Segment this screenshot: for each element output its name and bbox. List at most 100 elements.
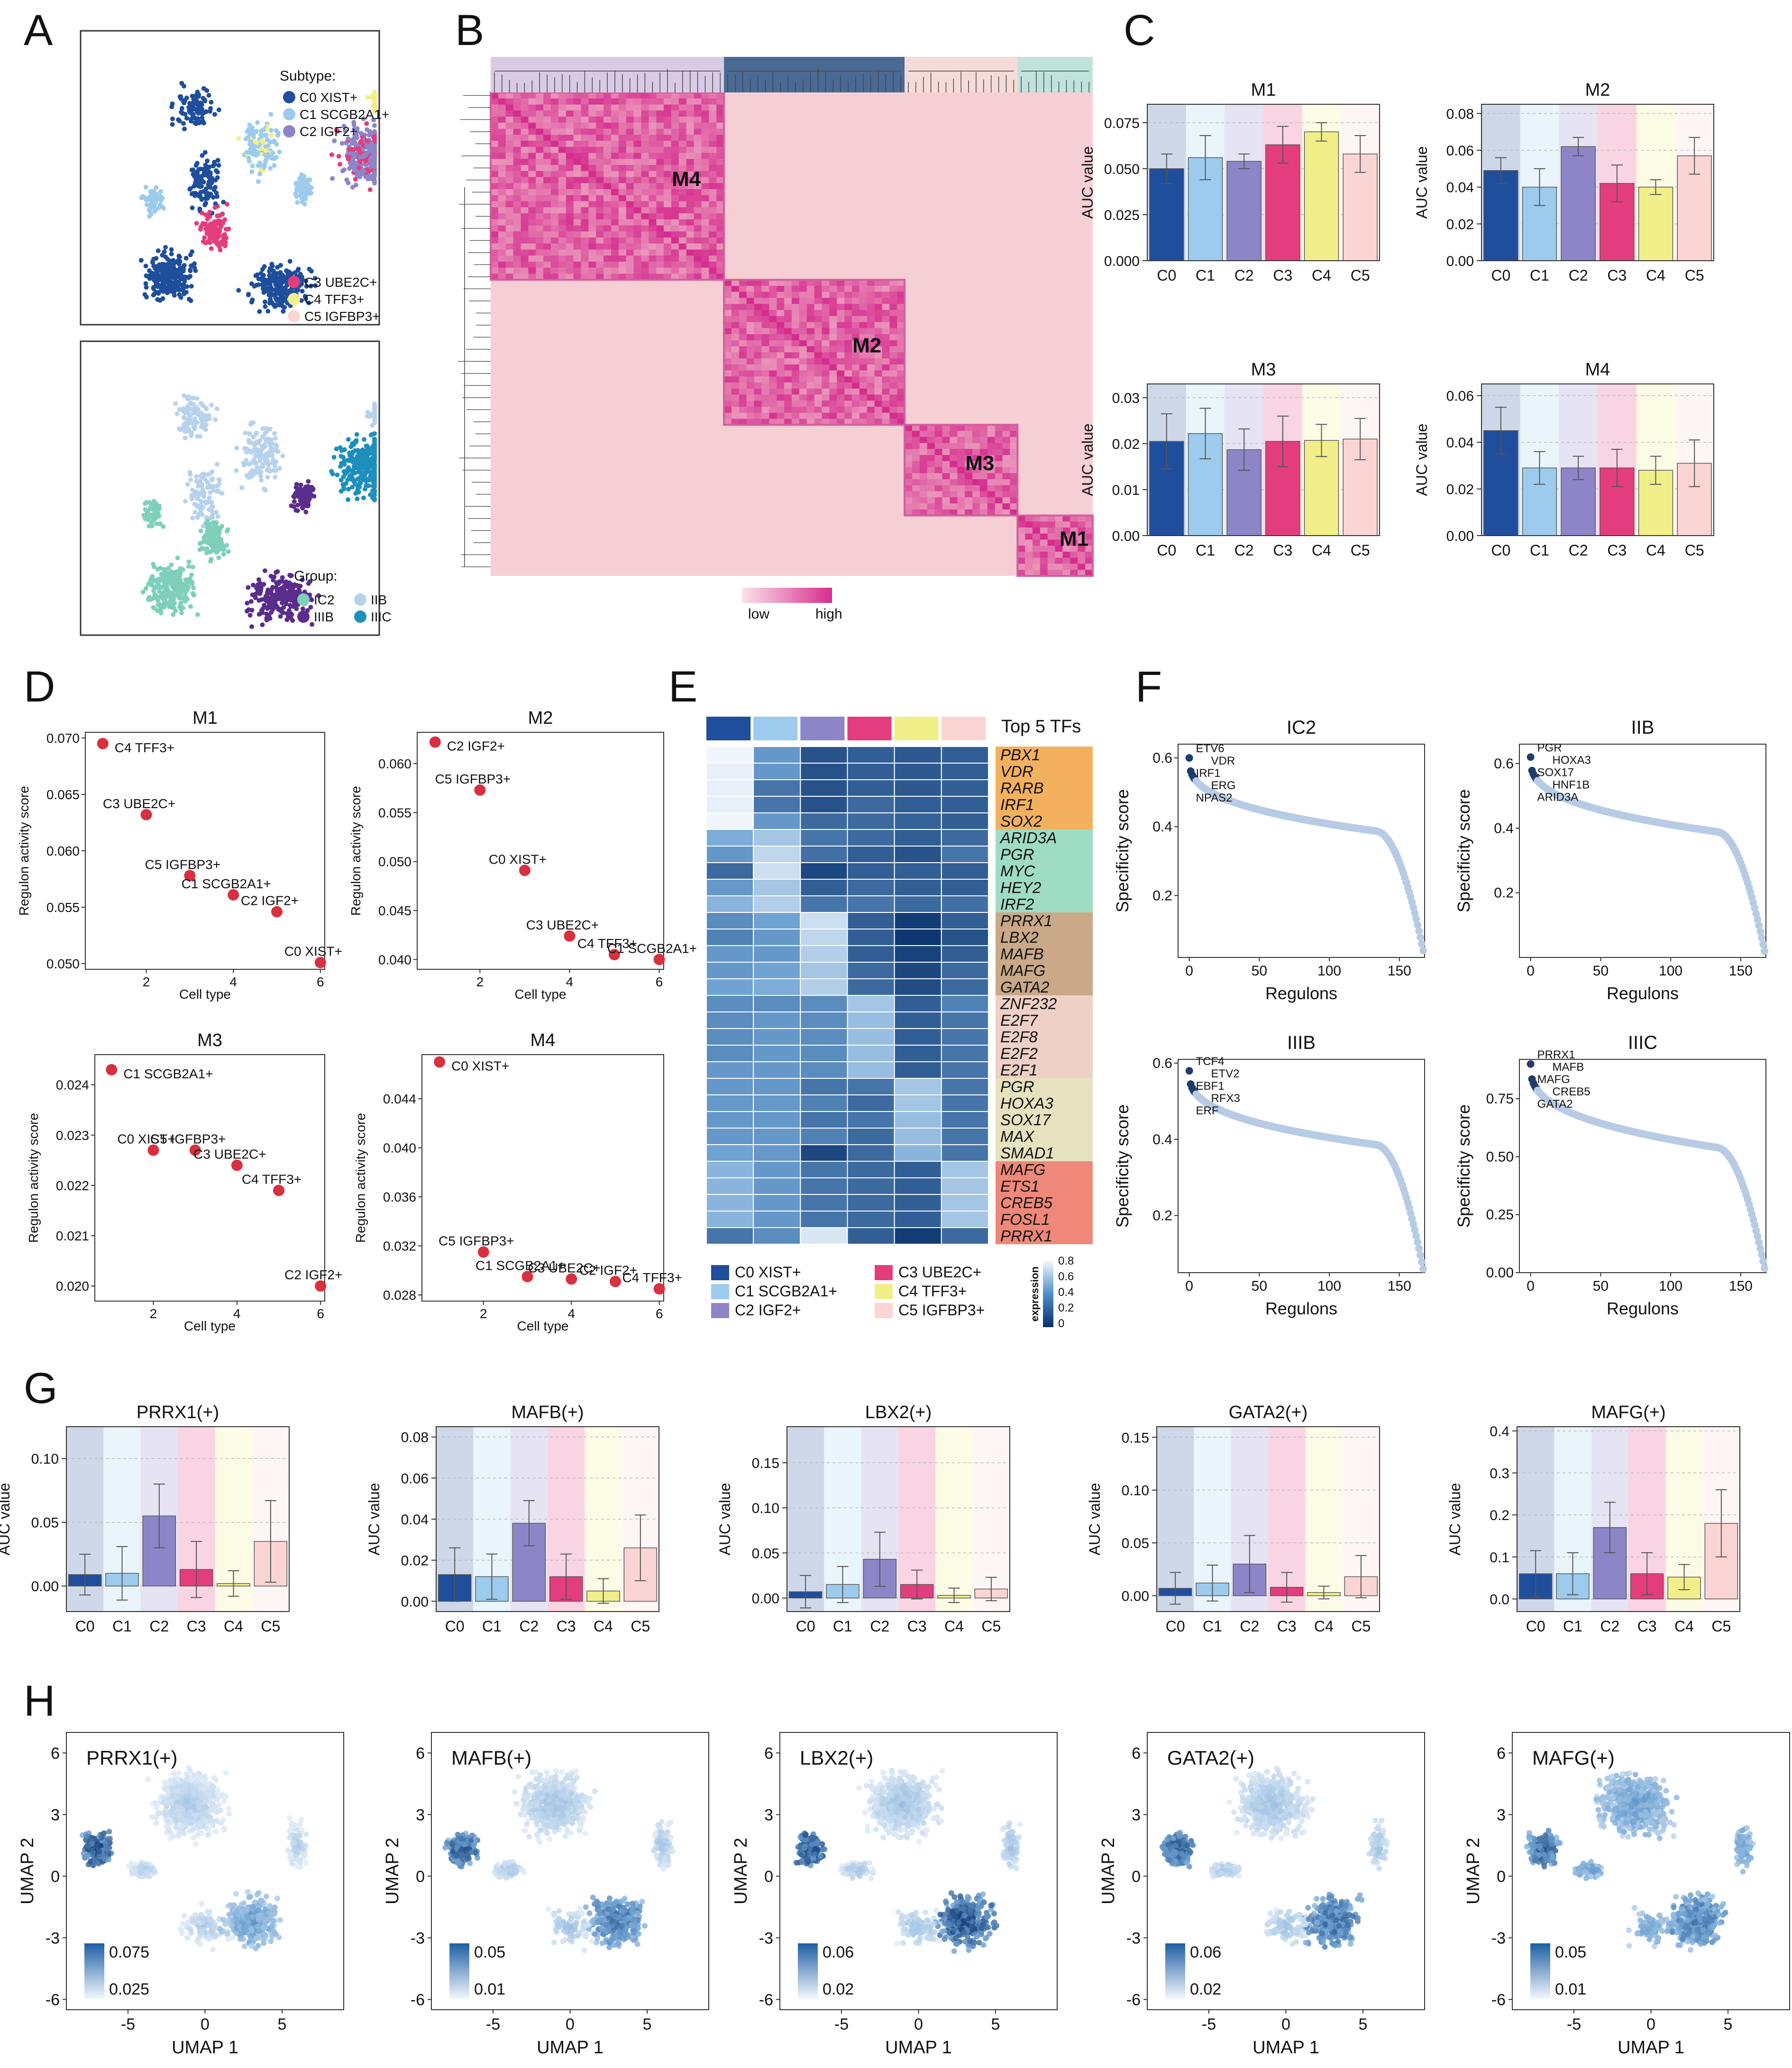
umap-cell (330, 176, 335, 181)
heatmap-cell (792, 310, 800, 317)
heatmap-cell (1002, 461, 1010, 467)
heatmap-cell (905, 479, 913, 486)
x-tick-label: C0 (1491, 267, 1510, 284)
heatmap-cell (889, 401, 897, 407)
umap-cell (249, 281, 254, 286)
heatmap-cell (912, 485, 920, 492)
legend-label: IIIB (314, 610, 334, 624)
heatmap-cell (761, 383, 769, 389)
umap-cell (195, 434, 200, 439)
heatmap-cell (761, 292, 769, 298)
heatmap-cell (731, 370, 740, 377)
heatmap-cell (957, 443, 965, 449)
heatmap-cell (678, 110, 687, 117)
heatmap-cell (769, 388, 777, 395)
heatmap-cell (754, 394, 762, 401)
heatmap-cell (822, 352, 830, 359)
heatmap-cell (521, 128, 529, 135)
umap-cell (212, 239, 217, 244)
heatmap-cell (581, 128, 589, 135)
heatmap-cell (611, 110, 619, 117)
module-label: M4 (672, 168, 701, 191)
umap-cell (263, 157, 268, 163)
heatmap-cell (874, 304, 882, 310)
heatmap-cell (603, 189, 612, 196)
heatmap-cell (701, 267, 709, 274)
umap-cell (372, 464, 377, 469)
heatmap-cell (536, 183, 544, 190)
umap-cell (205, 216, 210, 221)
heatmap-cell (633, 159, 641, 165)
heatmap-cell (558, 135, 567, 141)
umap-cell (207, 240, 212, 245)
heatmap-cell (746, 298, 755, 304)
heatmap-cell (521, 201, 529, 208)
heatmap-cell (837, 401, 845, 407)
umap-cell (372, 123, 377, 128)
heatmap-cell (491, 110, 499, 117)
heatmap-cell (566, 213, 574, 220)
heatmap-cell (709, 104, 717, 111)
heatmap-cell (611, 243, 619, 250)
heatmap-cell (1047, 546, 1056, 552)
umap-cell (260, 434, 265, 439)
heatmap-cell (814, 358, 822, 365)
umap-cell (300, 178, 305, 183)
legend-title: Group: (294, 568, 338, 584)
heatmap-cell (972, 485, 980, 492)
heatmap-cell (889, 340, 897, 346)
umap-cell (169, 602, 174, 607)
heatmap-cell (1033, 557, 1041, 564)
heatmap-cell (588, 219, 596, 226)
heatmap-cell (995, 449, 1003, 456)
heatmap-cell (551, 110, 559, 117)
heatmap-cell (596, 146, 604, 153)
heatmap-cell (505, 171, 514, 177)
heatmap-cell (603, 128, 612, 135)
heatmap-cell (596, 201, 604, 208)
heatmap-cell (784, 376, 792, 383)
heatmap-cell (746, 394, 755, 401)
heatmap-cell (701, 201, 709, 208)
heatmap-cell (701, 219, 709, 226)
heatmap-cell (551, 249, 559, 256)
heatmap-cell (664, 189, 672, 196)
heatmap-cell (814, 412, 822, 419)
umap-cell (186, 275, 191, 280)
heatmap-cell (761, 286, 769, 292)
heatmap-cell (709, 122, 717, 129)
umap-cell (343, 128, 348, 134)
heatmap-cell (882, 394, 890, 401)
heatmap-cell (754, 358, 762, 365)
x-tick-label: C3 (1273, 542, 1292, 559)
heatmap-cell (678, 98, 687, 105)
umap-cell (236, 288, 241, 293)
heatmap-cell (656, 183, 664, 190)
heatmap-cell (882, 388, 890, 395)
heatmap-cell (528, 207, 536, 214)
heatmap-cell (1070, 557, 1078, 564)
heatmap-cell (889, 304, 897, 310)
heatmap-cell (867, 388, 875, 395)
heatmap-cell (694, 267, 702, 274)
heatmap-cell (536, 153, 544, 159)
heatmap-cell (739, 394, 747, 401)
umap-cell (276, 449, 281, 454)
heatmap-cell (581, 262, 589, 268)
panel-frame (80, 30, 380, 326)
umap-cell (206, 499, 211, 504)
umap-cell (286, 269, 292, 274)
heatmap-cell (806, 328, 815, 335)
heatmap-cell (912, 467, 920, 474)
heatmap-cell (656, 219, 664, 226)
umap-cell (158, 189, 163, 194)
umap-cell (151, 285, 156, 290)
heatmap-cell (566, 243, 574, 250)
heatmap-cell (1017, 528, 1025, 534)
heatmap-cell (641, 171, 649, 177)
heatmap-cell (701, 159, 709, 165)
heatmap-cell (664, 213, 672, 220)
heatmap-cell (626, 104, 634, 111)
heatmap-cell (611, 122, 619, 129)
